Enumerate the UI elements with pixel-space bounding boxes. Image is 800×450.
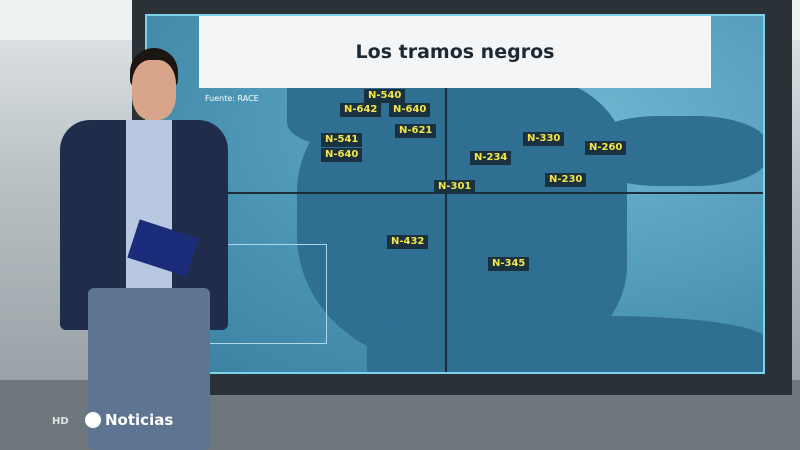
road-label: N-621 [395,124,437,138]
logo-text: Noticias [105,411,174,429]
road-label: N-301 [434,180,476,194]
presenter [50,48,230,450]
road-label: N-642 [340,103,382,117]
road-label: N-640 [389,103,431,117]
road-label: N-540 [364,89,406,103]
screen-seam-vertical [445,16,447,372]
presenter-jeans [88,288,210,450]
source-caption: Fuente: RACE [205,94,259,103]
graphic-title: Los tramos negros [355,41,555,63]
antena3-logo-icon [85,412,101,428]
channel-logo: Noticias [85,411,173,429]
presenter-face [132,60,176,120]
map-screen: Los tramos negros Fuente: RACE N-540 N-6… [145,14,765,374]
road-label: N-541 [321,133,363,147]
road-label: N-234 [470,151,512,165]
road-label: N-432 [387,235,429,249]
road-label: N-230 [545,173,587,187]
road-label: N-345 [488,257,530,271]
hd-badge: HD [52,416,69,427]
title-banner: Los tramos negros [199,16,711,88]
road-label: N-640 [321,148,363,162]
road-label: N-330 [523,132,565,146]
road-label: N-260 [585,141,627,155]
north-africa [367,316,763,372]
